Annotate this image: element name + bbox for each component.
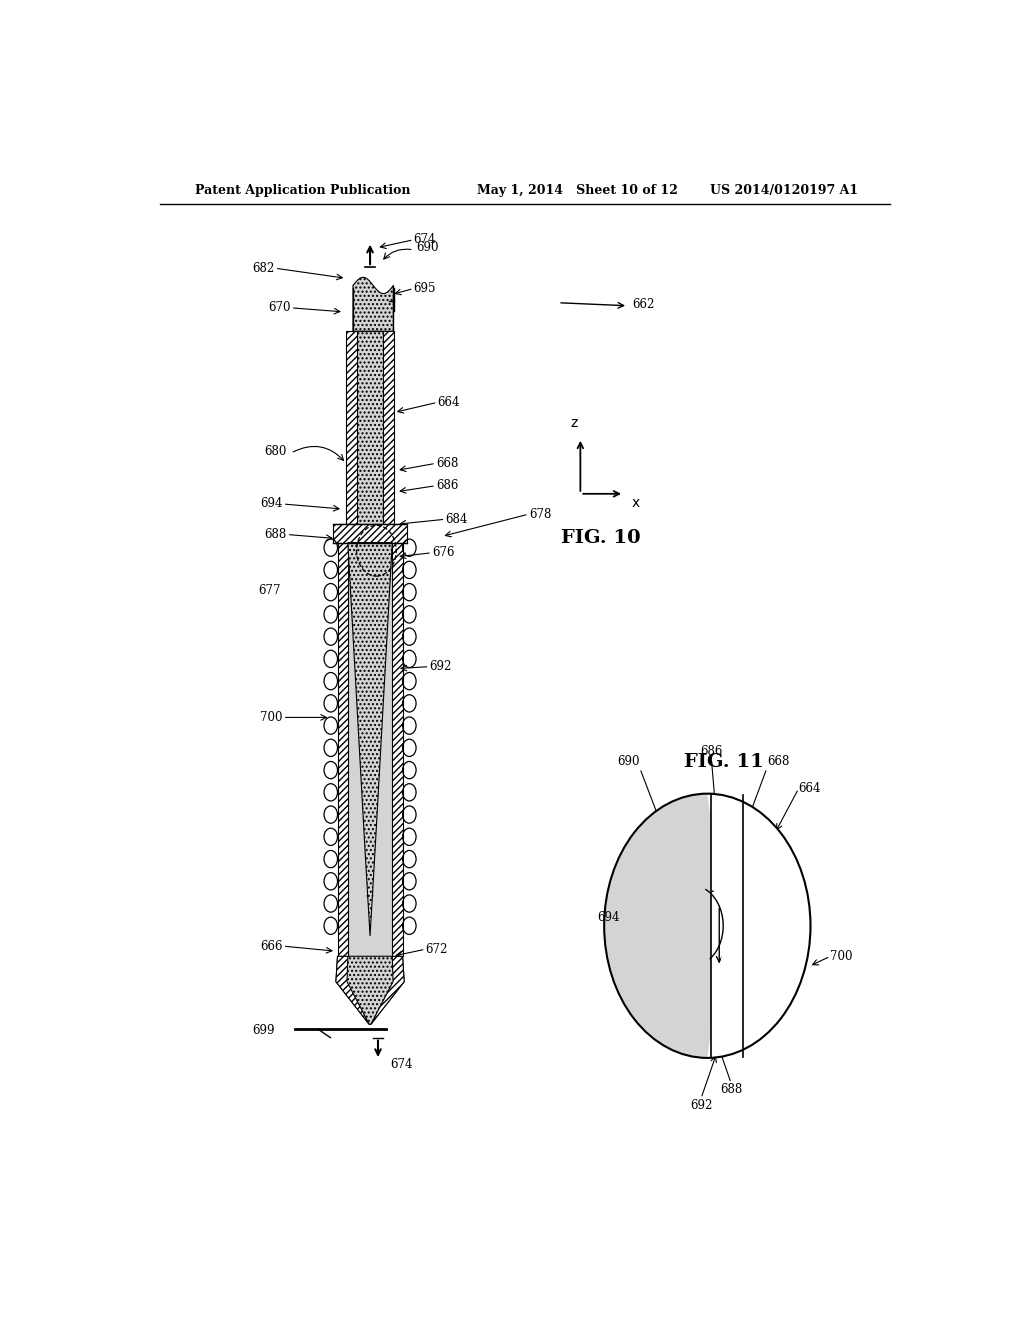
Text: 688: 688 <box>264 528 287 541</box>
Text: 677: 677 <box>259 583 282 597</box>
Text: 686: 686 <box>700 744 723 758</box>
Text: 700: 700 <box>830 950 853 962</box>
Text: 664: 664 <box>799 781 821 795</box>
Text: 692: 692 <box>430 660 452 673</box>
Text: 668: 668 <box>436 457 459 470</box>
Bar <box>383 331 394 524</box>
Text: x: x <box>632 496 640 510</box>
Polygon shape <box>348 543 392 936</box>
Polygon shape <box>604 793 712 1057</box>
Text: 695: 695 <box>414 282 436 294</box>
Text: 684: 684 <box>445 512 468 525</box>
Bar <box>333 524 408 543</box>
Bar <box>346 331 357 524</box>
Polygon shape <box>336 956 404 1024</box>
Text: May 1, 2014   Sheet 10 of 12: May 1, 2014 Sheet 10 of 12 <box>477 185 678 198</box>
Text: 670: 670 <box>268 301 291 314</box>
Text: 699: 699 <box>252 1024 274 1038</box>
Text: 694: 694 <box>598 911 620 924</box>
Text: 668: 668 <box>767 755 790 768</box>
Text: 674: 674 <box>414 234 436 247</box>
Text: 676: 676 <box>432 546 455 560</box>
Text: 688: 688 <box>720 1084 742 1097</box>
Text: 692: 692 <box>690 1098 712 1111</box>
Text: z: z <box>570 416 578 430</box>
Text: 664: 664 <box>437 396 460 409</box>
Text: 694: 694 <box>260 498 283 511</box>
Text: 686: 686 <box>436 479 459 492</box>
Polygon shape <box>371 956 404 1024</box>
Text: 672: 672 <box>426 942 447 956</box>
Polygon shape <box>336 956 370 1024</box>
Text: 680: 680 <box>264 445 287 458</box>
Text: FIG. 11: FIG. 11 <box>684 752 764 771</box>
Bar <box>392 524 402 956</box>
Text: US 2014/0120197 A1: US 2014/0120197 A1 <box>710 185 858 198</box>
Text: 690: 690 <box>416 242 438 255</box>
Bar <box>348 541 392 956</box>
Text: 682: 682 <box>253 261 274 275</box>
Bar <box>338 524 348 956</box>
Text: 666: 666 <box>260 940 283 953</box>
Text: Patent Application Publication: Patent Application Publication <box>196 185 411 198</box>
Polygon shape <box>708 793 810 1057</box>
Text: 678: 678 <box>528 508 551 520</box>
Polygon shape <box>353 277 393 331</box>
Text: FIG. 10: FIG. 10 <box>560 529 640 548</box>
Text: 690: 690 <box>617 755 640 768</box>
Text: 674: 674 <box>390 1057 413 1071</box>
Bar <box>357 331 383 524</box>
Text: 662: 662 <box>632 298 654 312</box>
Text: 700: 700 <box>260 711 283 723</box>
